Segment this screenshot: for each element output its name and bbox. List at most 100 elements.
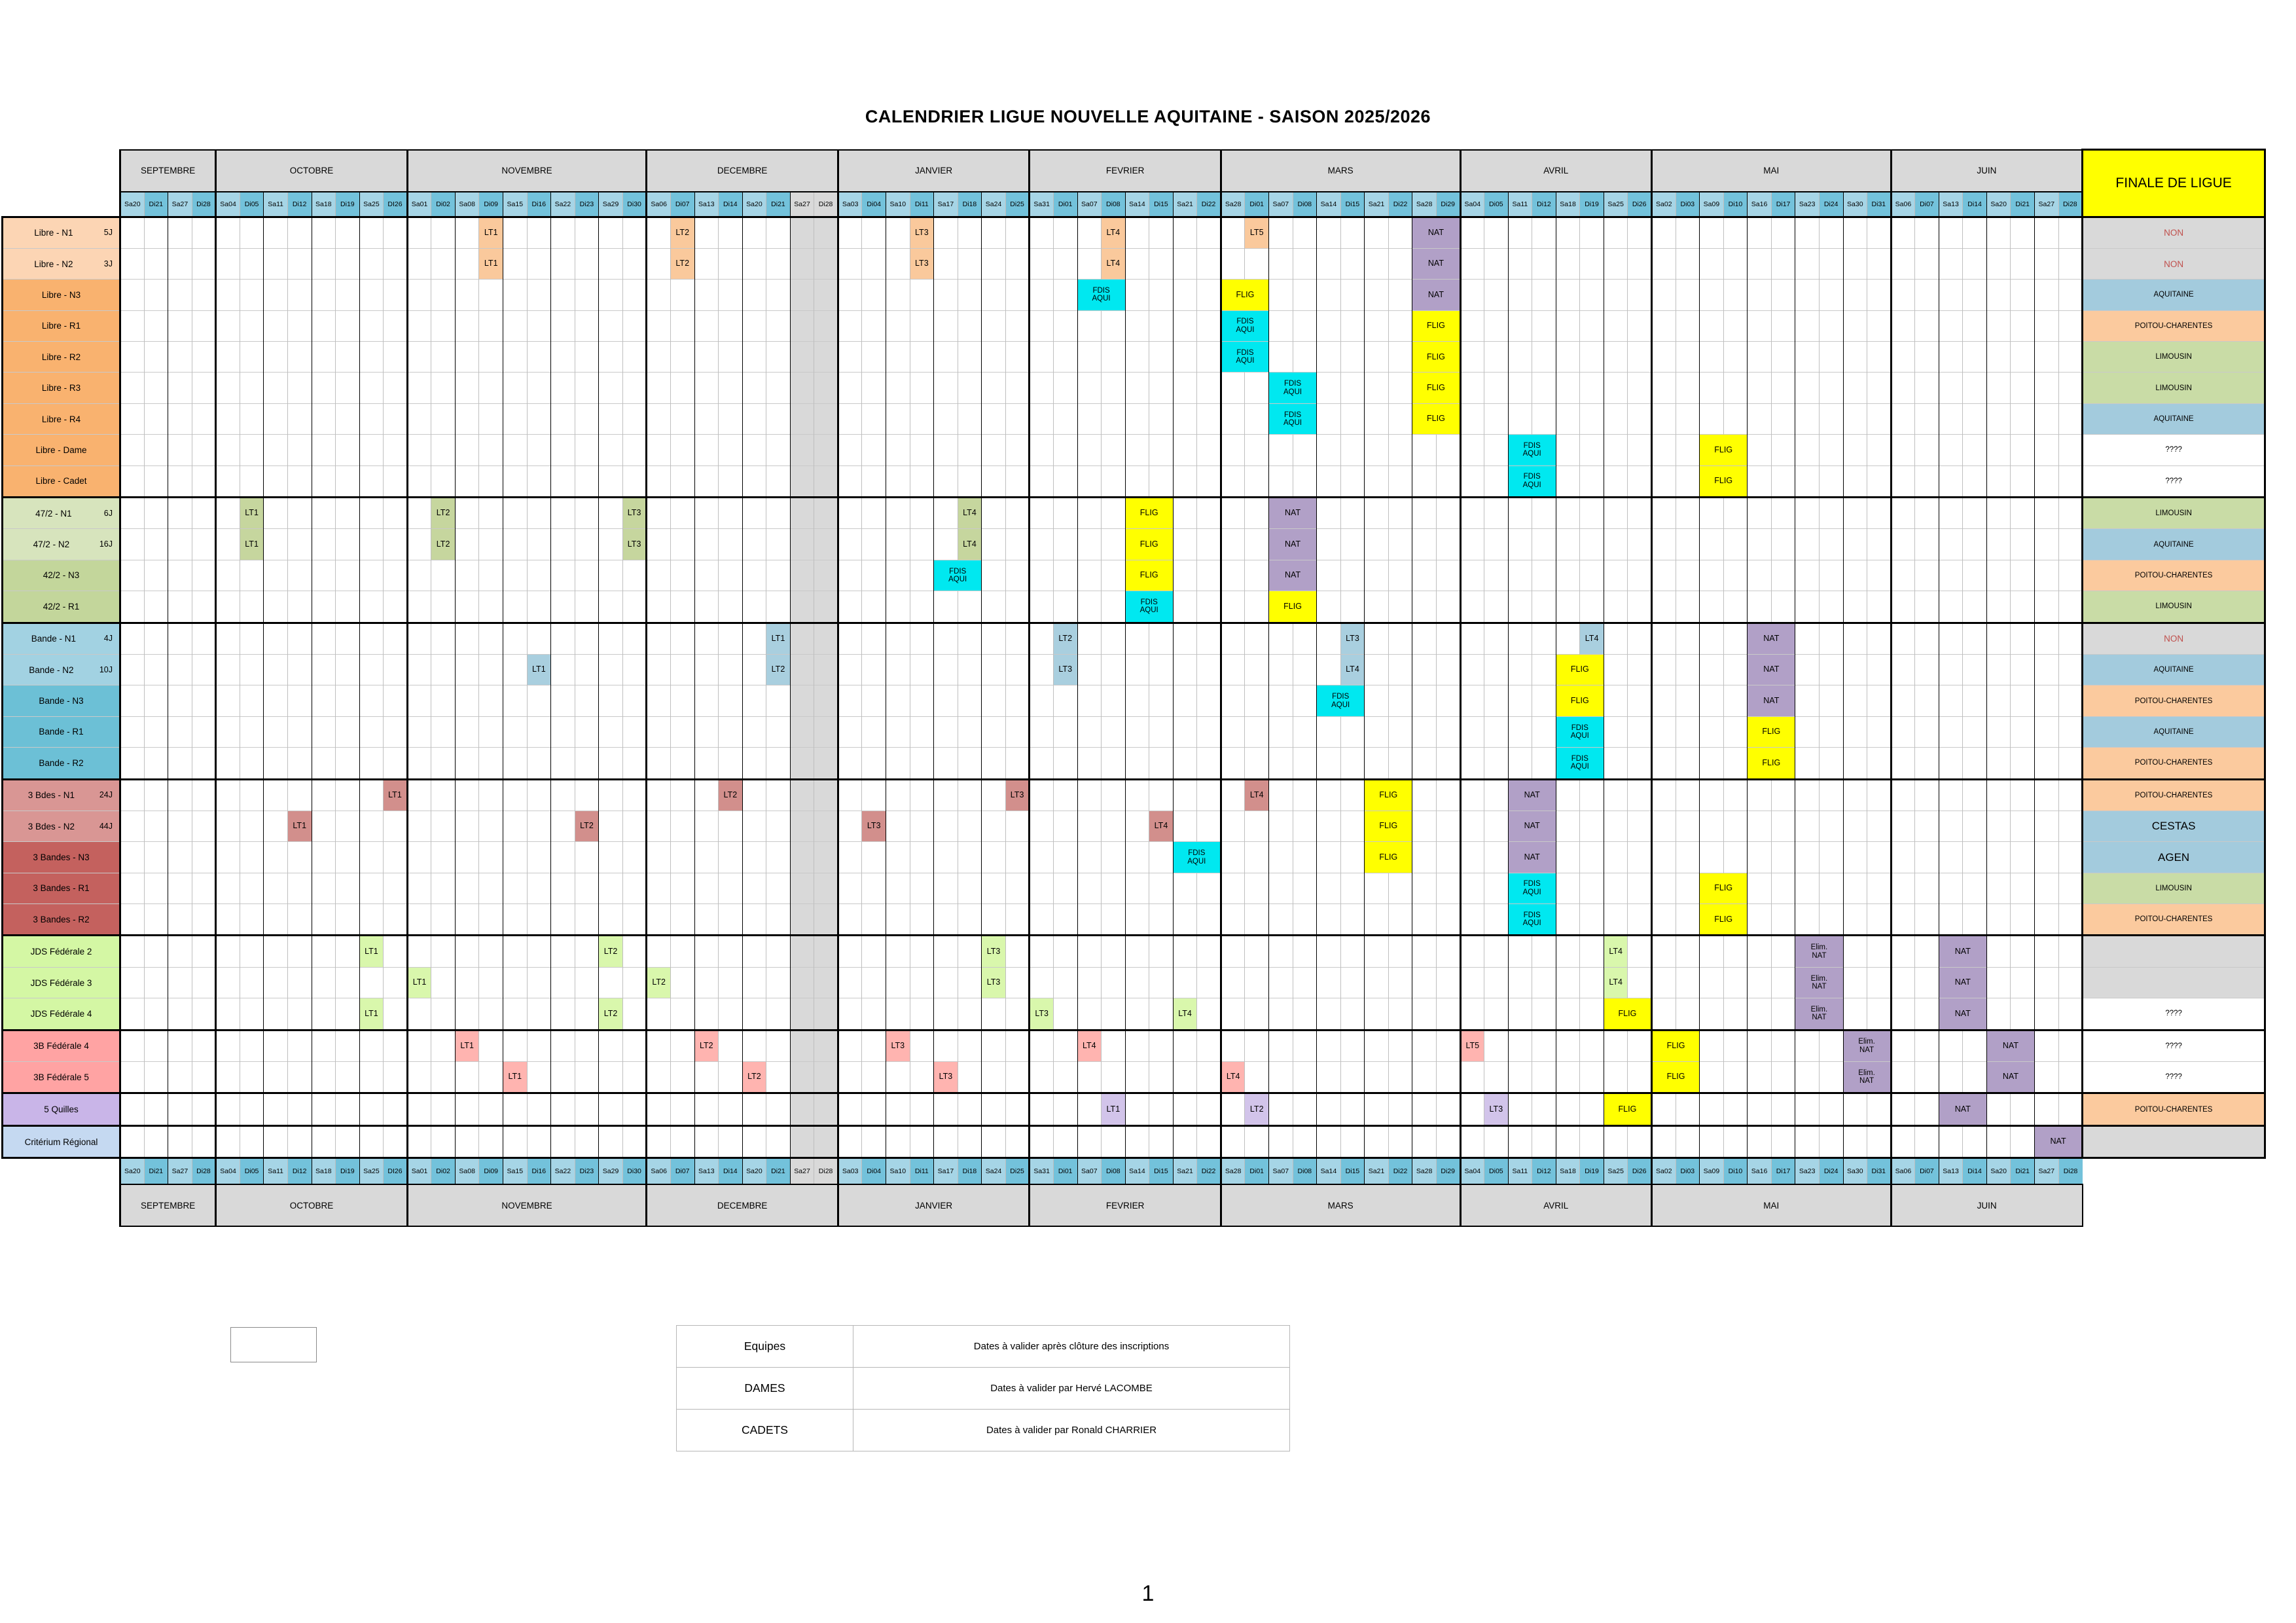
day-cell[interactable]	[1747, 279, 1772, 311]
day-cell[interactable]	[1435, 685, 1460, 717]
day-cell[interactable]	[1484, 747, 1509, 780]
day-cell[interactable]	[886, 810, 910, 842]
day-cell[interactable]	[886, 279, 910, 311]
day-cell[interactable]	[1459, 872, 1484, 904]
day-cell[interactable]	[1627, 279, 1652, 311]
day-cell[interactable]	[1364, 341, 1389, 373]
row-label[interactable]: 47/2 - N1 6J	[1, 496, 121, 529]
day-cell[interactable]	[1028, 810, 1054, 842]
day-cell[interactable]	[263, 372, 288, 404]
event-cell-flig[interactable]: FLIG	[1699, 872, 1748, 904]
event-cell-lt1[interactable]: LT1	[454, 1029, 479, 1062]
day-cell[interactable]	[431, 966, 456, 998]
day-cell[interactable]	[1962, 341, 1987, 373]
day-cell[interactable]	[1364, 496, 1389, 529]
day-cell[interactable]	[1077, 747, 1102, 780]
day-cell[interactable]	[718, 810, 743, 842]
day-cell[interactable]	[1196, 1124, 1221, 1159]
day-cell[interactable]	[1890, 1092, 1915, 1126]
day-cell[interactable]	[1459, 310, 1484, 342]
event-cell-nat[interactable]: NAT	[1938, 1092, 1987, 1126]
day-cell[interactable]	[694, 559, 719, 591]
day-cell[interactable]	[478, 903, 503, 936]
day-cell[interactable]	[1196, 903, 1221, 936]
day-cell[interactable]	[1435, 903, 1460, 936]
day-cell[interactable]	[1699, 372, 1724, 404]
day-cell[interactable]	[1340, 810, 1365, 842]
day-cell[interactable]	[1747, 1029, 1772, 1062]
day-cell[interactable]	[406, 1092, 431, 1126]
day-cell[interactable]	[1532, 372, 1556, 404]
day-cell[interactable]	[861, 1029, 886, 1062]
day-cell[interactable]	[933, 310, 958, 342]
day-cell[interactable]	[406, 810, 431, 842]
day-cell[interactable]	[1507, 716, 1532, 748]
day-cell[interactable]	[287, 934, 312, 968]
day-cell[interactable]	[933, 653, 958, 685]
day-cell[interactable]	[1219, 841, 1245, 873]
day-cell[interactable]	[239, 215, 264, 249]
day-cell[interactable]	[478, 279, 503, 311]
day-cell[interactable]	[263, 747, 288, 780]
day-cell[interactable]	[454, 716, 479, 748]
day-cell[interactable]	[1890, 279, 1915, 311]
day-cell[interactable]	[1435, 1124, 1460, 1159]
day-cell[interactable]	[1124, 1124, 1149, 1159]
day-cell[interactable]	[957, 215, 982, 249]
finale-cell[interactable]: POITOU-CHARENTES	[2081, 1092, 2267, 1126]
day-cell[interactable]	[143, 716, 168, 748]
day-cell[interactable]	[1867, 1092, 1892, 1126]
day-cell[interactable]	[1124, 841, 1149, 873]
row-label[interactable]: 3 Bandes - N3	[1, 841, 121, 873]
day-cell[interactable]	[1388, 559, 1412, 591]
day-cell[interactable]	[1603, 247, 1628, 280]
event-cell-flig[interactable]: FLIG	[1268, 591, 1317, 623]
day-cell[interactable]	[574, 621, 599, 655]
day-cell[interactable]	[287, 653, 312, 685]
day-cell[interactable]	[718, 966, 743, 998]
day-cell[interactable]	[933, 621, 958, 655]
day-cell[interactable]	[1579, 465, 1604, 498]
day-cell[interactable]	[574, 591, 599, 623]
day-cell[interactable]	[383, 310, 408, 342]
day-cell[interactable]	[1675, 778, 1700, 811]
event-cell-fdis-aqui[interactable]: FDIS AQUI	[1507, 903, 1556, 936]
day-cell[interactable]	[1101, 372, 1126, 404]
day-cell[interactable]	[814, 310, 838, 342]
day-cell[interactable]	[1675, 496, 1700, 529]
day-cell[interactable]	[311, 591, 336, 623]
day-cell[interactable]	[1532, 1124, 1556, 1159]
day-cell[interactable]	[143, 1092, 168, 1126]
day-cell[interactable]	[1459, 966, 1484, 998]
day-cell[interactable]	[168, 465, 192, 498]
day-cell[interactable]	[1028, 465, 1054, 498]
day-cell[interactable]	[143, 1061, 168, 1093]
day-cell[interactable]	[1555, 998, 1580, 1030]
day-cell[interactable]	[1388, 1124, 1412, 1159]
day-cell[interactable]	[311, 372, 336, 404]
day-cell[interactable]	[574, 403, 599, 435]
day-cell[interactable]	[503, 434, 528, 466]
day-cell[interactable]	[287, 685, 312, 717]
day-cell[interactable]	[933, 434, 958, 466]
day-cell[interactable]	[191, 403, 216, 435]
day-cell[interactable]	[574, 559, 599, 591]
day-cell[interactable]	[311, 310, 336, 342]
day-cell[interactable]	[2034, 215, 2059, 249]
day-cell[interactable]	[1412, 716, 1437, 748]
day-cell[interactable]	[1914, 998, 1939, 1030]
day-cell[interactable]	[1699, 247, 1724, 280]
day-cell[interactable]	[1340, 1061, 1365, 1093]
day-cell[interactable]	[1364, 372, 1389, 404]
event-cell-lt1[interactable]: LT1	[766, 621, 791, 655]
day-cell[interactable]	[622, 747, 647, 780]
day-cell[interactable]	[1986, 872, 2011, 904]
day-cell[interactable]	[1914, 591, 1939, 623]
day-cell[interactable]	[311, 341, 336, 373]
day-cell[interactable]	[1890, 903, 1915, 936]
day-cell[interactable]	[239, 903, 264, 936]
day-cell[interactable]	[1555, 778, 1580, 811]
day-cell[interactable]	[335, 215, 360, 249]
day-cell[interactable]	[814, 1092, 838, 1126]
day-cell[interactable]	[1340, 279, 1365, 311]
